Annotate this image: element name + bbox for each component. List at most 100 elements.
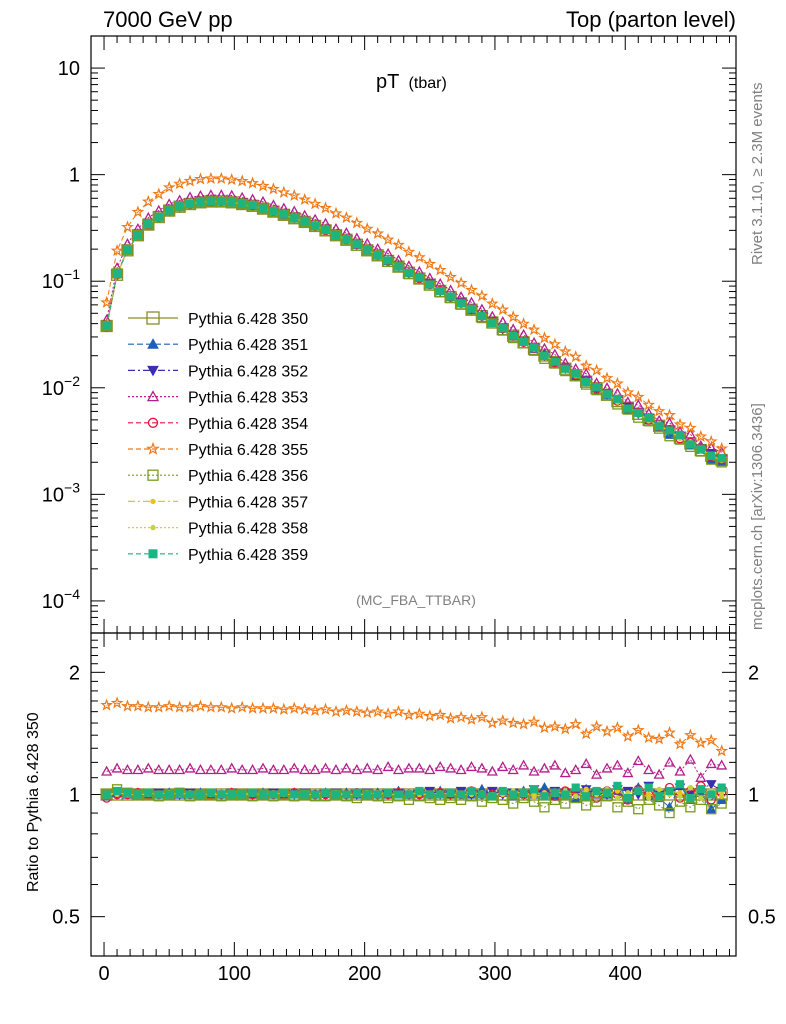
ratio-point-pythia-6428-355 <box>141 700 155 713</box>
ratio-point-pythia-6428-358 <box>573 793 579 799</box>
ratio-point-pythia-6428-353 <box>601 762 613 773</box>
ratio-point-pythia-6428-355 <box>548 719 562 733</box>
ratio-point-pythia-6428-353 <box>403 762 415 773</box>
legend-marker-pythia-6428-351 <box>147 338 159 349</box>
data-point-pythia-6428-359 <box>321 225 330 235</box>
ratio-point-pythia-6428-353 <box>684 753 696 764</box>
ratio-point-pythia-6428-353 <box>111 762 123 773</box>
data-point-pythia-6428-359 <box>311 221 320 231</box>
data-point-pythia-6428-359 <box>227 198 236 207</box>
ratio-tick-label-right: 2 <box>748 662 759 684</box>
ratio-point-pythia-6428-355 <box>673 737 687 750</box>
data-point-pythia-6428-356 <box>330 230 342 241</box>
ratio-point-pythia-6428-359 <box>404 790 414 799</box>
ratio-point-pythia-6428-359 <box>509 790 518 799</box>
ratio-point-pythia-6428-359 <box>133 790 143 799</box>
data-point-pythia-6428-359 <box>102 321 111 331</box>
legend-marker-pythia-6428-350 <box>146 311 160 325</box>
ratio-point-pythia-6428-353 <box>590 768 603 779</box>
ratio-point-pythia-6428-355 <box>371 704 385 718</box>
ratio-point-pythia-6428-355 <box>517 717 531 730</box>
data-point-pythia-6428-359 <box>707 451 716 460</box>
ratio-point-pythia-6428-359 <box>279 788 288 797</box>
data-point-pythia-6428-359 <box>342 235 351 244</box>
ratio-point-pythia-6428-355 <box>631 723 645 736</box>
ratio-point-pythia-6428-355 <box>485 716 499 729</box>
ratio-point-pythia-6428-355 <box>267 701 280 714</box>
data-point-pythia-6428-359 <box>561 364 570 373</box>
y-tick-base: 10 <box>42 378 64 400</box>
ratio-point-pythia-6428-359 <box>311 790 320 799</box>
ratio-point-pythia-6428-359 <box>206 788 215 797</box>
ratio-point-pythia-6428-353 <box>194 764 207 775</box>
ratio-point-pythia-6428-355 <box>287 701 301 714</box>
ratio-point-pythia-6428-353 <box>361 762 373 773</box>
ratio-point-pythia-6428-359 <box>519 788 528 797</box>
data-point-pythia-6428-355 <box>152 187 166 200</box>
data-point-pythia-6428-356 <box>101 320 112 332</box>
ratio-point-pythia-6428-355 <box>715 744 729 757</box>
ratio-point-pythia-6428-353 <box>351 764 363 775</box>
ratio-point-pythia-6428-359 <box>592 786 601 796</box>
legend-label-pythia-6428-352: Pythia 6.428 352 <box>188 363 308 380</box>
legend-label-pythia-6428-353: Pythia 6.428 353 <box>188 390 308 407</box>
y-tick-base: 10 <box>58 58 80 80</box>
ratio-point-pythia-6428-353 <box>580 758 592 769</box>
ratio-point-pythia-6428-359 <box>488 792 497 801</box>
data-point-pythia-6428-359 <box>217 197 226 206</box>
ratio-point-pythia-6428-355 <box>704 733 718 746</box>
ratio-point-pythia-6428-356 <box>174 787 185 798</box>
data-point-pythia-6428-359 <box>509 331 518 340</box>
ratio-point-pythia-6428-353 <box>528 765 540 776</box>
ratio-point-pythia-6428-359 <box>582 792 591 801</box>
data-point-pythia-6428-359 <box>498 324 507 333</box>
ratio-tick-label-right: 1 <box>748 785 759 807</box>
data-point-pythia-6428-359 <box>383 256 393 265</box>
y-tick-label: 10−4 <box>42 586 80 613</box>
x-tick-label: 100 <box>218 963 251 985</box>
ratio-point-pythia-6428-359 <box>561 790 570 799</box>
data-point-pythia-6428-355 <box>663 408 676 421</box>
ratio-point-pythia-6428-353 <box>257 762 269 773</box>
data-point-pythia-6428-355 <box>600 371 614 384</box>
ratio-point-pythia-6428-356 <box>122 787 133 798</box>
data-point-pythia-6428-359 <box>258 204 268 213</box>
data-point-pythia-6428-356 <box>362 245 373 256</box>
ratio-point-pythia-6428-359 <box>185 790 195 799</box>
ratio-point-pythia-6428-359 <box>342 790 351 799</box>
ratio-point-pythia-6428-355 <box>392 704 405 718</box>
x-axis-ticks: 0 100 200 300 400 <box>90 36 730 985</box>
ratio-point-pythia-6428-355 <box>350 704 364 718</box>
ratio-point-pythia-6428-356 <box>539 802 550 813</box>
ratio-point-pythia-6428-359 <box>352 788 361 797</box>
ratio-point-pythia-6428-355 <box>475 710 489 723</box>
data-point-pythia-6428-355 <box>110 244 124 257</box>
ratio-point-pythia-6428-353 <box>476 762 488 773</box>
data-point-pythia-6428-355 <box>454 276 468 289</box>
ratio-point-pythia-6428-359 <box>217 790 226 799</box>
ratio-point-pythia-6428-353 <box>570 764 582 775</box>
data-point-pythia-6428-359 <box>144 220 153 229</box>
ratio-point-pythia-6428-353 <box>653 768 665 779</box>
ratio-point-pythia-6428-353 <box>319 762 332 773</box>
ratio-point-pythia-6428-353 <box>382 760 394 772</box>
ratio-point-pythia-6428-359 <box>623 793 632 803</box>
data-point-pythia-6428-355 <box>162 180 176 193</box>
ratio-point-pythia-6428-358 <box>687 784 694 791</box>
ratio-point-pythia-6428-356 <box>581 800 592 811</box>
main-plot-frame <box>90 35 737 634</box>
y-tick-label: 10 <box>58 58 80 80</box>
data-point-pythia-6428-359 <box>623 404 632 413</box>
ratio-point-pythia-6428-355 <box>663 725 677 739</box>
y-tick-base: 10 <box>42 271 64 293</box>
ratio-y-label: Ratio to Pythia 6.428 350 <box>25 712 42 892</box>
ratio-point-pythia-6428-359 <box>613 781 622 791</box>
ratio-point-pythia-6428-359 <box>634 786 643 796</box>
ratio-point-pythia-6428-355 <box>204 700 218 713</box>
ratio-point-pythia-6428-355 <box>537 720 551 734</box>
ratio-point-pythia-6428-355 <box>277 702 291 715</box>
ratio-point-pythia-6428-353 <box>340 762 352 773</box>
data-point-pythia-6428-359 <box>582 378 591 387</box>
